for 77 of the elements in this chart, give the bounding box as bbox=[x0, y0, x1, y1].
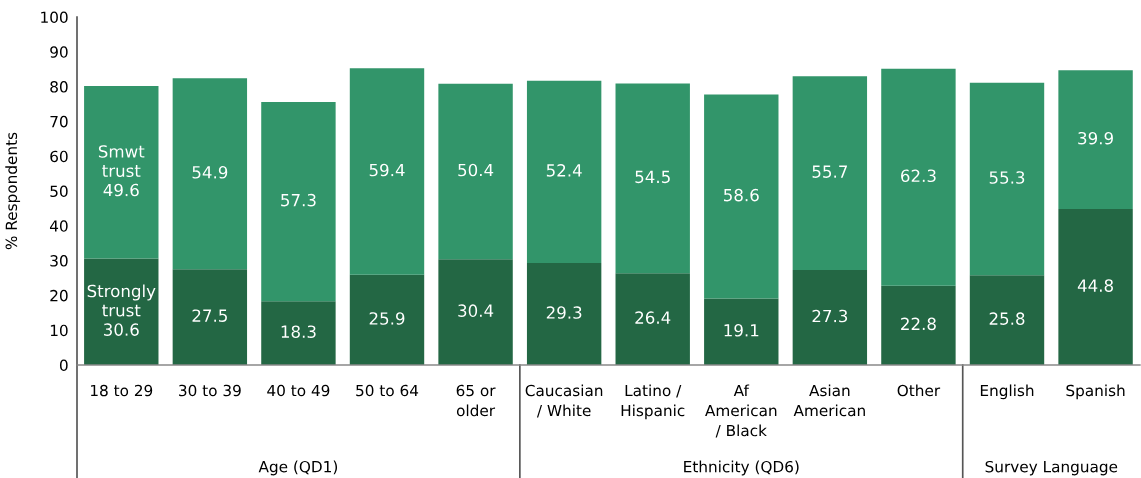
data-label: 30.6 bbox=[104, 323, 139, 336]
bar bbox=[704, 94, 779, 299]
bar bbox=[526, 263, 602, 365]
data-label: 27.5 bbox=[192, 309, 227, 322]
data-label: 54.5 bbox=[635, 170, 670, 184]
y-tick-label: 30 bbox=[50, 255, 68, 267]
bar bbox=[261, 101, 336, 302]
data-label: 58.6 bbox=[724, 188, 759, 202]
data-label: 39.9 bbox=[1078, 131, 1113, 145]
data-label: 54.9 bbox=[192, 166, 228, 179]
data-label: 26.4 bbox=[635, 311, 671, 324]
x-tick-label: 40 to 49 bbox=[267, 384, 330, 397]
bar bbox=[792, 76, 868, 270]
bar bbox=[84, 85, 159, 259]
x-tick-label: 30 to 39 bbox=[179, 384, 241, 397]
data-label: 25.8 bbox=[989, 312, 1025, 325]
bar bbox=[349, 274, 425, 365]
data-label: 52.4 bbox=[546, 164, 582, 177]
y-tick-label: 20 bbox=[50, 289, 68, 302]
bar bbox=[792, 270, 868, 365]
x-tick-label: 65 or older bbox=[456, 384, 496, 417]
x-tick-label: Asian American bbox=[793, 384, 865, 417]
data-label: 55.3 bbox=[989, 171, 1025, 184]
text: Age (QD1) bbox=[258, 460, 338, 476]
y-tick-label: 90 bbox=[50, 46, 68, 58]
bar bbox=[84, 258, 159, 365]
data-label: 49.6 bbox=[103, 183, 139, 197]
series-label: Strongly trust bbox=[87, 284, 156, 317]
data-label: 25.9 bbox=[369, 312, 405, 325]
data-label: 30.4 bbox=[458, 304, 494, 317]
bar bbox=[438, 259, 513, 365]
x-tick-label: Af American / Black bbox=[705, 384, 777, 438]
x-tick-label: 18 to 29 bbox=[91, 384, 153, 397]
x-tick-label: 50 to 64 bbox=[356, 384, 419, 397]
data-label: 62.3 bbox=[901, 169, 936, 183]
data-label: 57.3 bbox=[281, 193, 316, 207]
data-label: 27.3 bbox=[812, 309, 848, 323]
bar bbox=[261, 301, 336, 365]
y-tick-label: 0 bbox=[59, 359, 68, 372]
data-label: 59.4 bbox=[369, 163, 405, 177]
y-tick-label: 40 bbox=[49, 220, 68, 232]
bar bbox=[349, 68, 425, 275]
bar bbox=[526, 80, 602, 264]
y-tick-label: 10 bbox=[50, 324, 68, 337]
y-tick-label: 60 bbox=[50, 150, 68, 163]
x-tick-label: Spanish bbox=[1066, 384, 1125, 400]
y-tick-label: 100 bbox=[41, 11, 68, 24]
bar bbox=[438, 83, 513, 260]
bar bbox=[615, 273, 690, 365]
x-tick-label: Other bbox=[897, 384, 941, 397]
text: Survey Language bbox=[985, 460, 1118, 476]
x-tick-label: Caucasian / White bbox=[525, 384, 603, 418]
bar bbox=[1058, 209, 1133, 365]
data-label: 55.7 bbox=[812, 165, 847, 178]
bar bbox=[969, 82, 1045, 276]
bar bbox=[969, 275, 1045, 365]
data-label: 22.8 bbox=[901, 317, 936, 331]
x-tick-label: English bbox=[980, 384, 1034, 400]
series-label: Smwt trust bbox=[98, 145, 145, 178]
bar bbox=[704, 298, 779, 365]
bar bbox=[881, 68, 956, 286]
data-label: 18.3 bbox=[281, 325, 316, 338]
y-tick-label: 50 bbox=[50, 185, 68, 198]
data-label: 29.3 bbox=[546, 306, 582, 319]
bar bbox=[615, 83, 690, 274]
data-label: 50.4 bbox=[458, 163, 494, 177]
text: Ethnicity (QD6) bbox=[684, 460, 799, 476]
bar bbox=[881, 285, 956, 365]
bar bbox=[1058, 70, 1133, 210]
data-label: 19.1 bbox=[724, 324, 759, 337]
y-tick-label: 80 bbox=[50, 81, 68, 93]
y-tick-label: 70 bbox=[50, 115, 68, 128]
bar bbox=[172, 78, 248, 270]
data-label: 44.8 bbox=[1077, 279, 1113, 292]
x-tick-label: Latino / Hispanic bbox=[621, 384, 685, 420]
y-axis-title: % Respondents bbox=[5, 132, 21, 250]
bar bbox=[172, 269, 248, 365]
